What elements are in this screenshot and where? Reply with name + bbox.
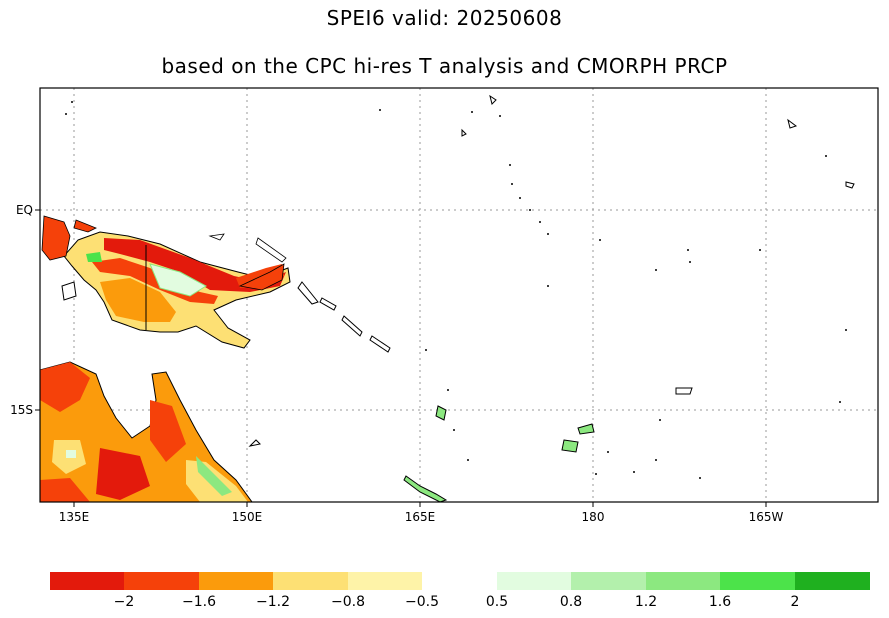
- colorbar-swatch-dry-2: [124, 572, 199, 590]
- colorbar-label: 1.2: [634, 594, 658, 610]
- map-frame: [39, 87, 879, 503]
- colorbar-label: −0.5: [405, 594, 439, 610]
- chart-title: SPEI6 valid: 20250608: [326, 6, 563, 30]
- pacific-islands: [61, 94, 855, 503]
- colorbar-label: 0.5: [485, 594, 509, 610]
- colorbar-label: −1.6: [182, 594, 216, 610]
- colorbar-swatch-dry-4: [273, 572, 348, 590]
- colorbar-swatch-wet-1: [497, 572, 571, 590]
- colorbar-swatch-dry-1: [50, 572, 124, 590]
- lon-tick-135e: 135E: [59, 510, 90, 524]
- new-guinea-region: [41, 215, 291, 349]
- lat-tick-eq: EQ: [16, 203, 33, 217]
- colorbar-swatch-wet-5: [795, 572, 870, 590]
- lon-tick-180: 180: [582, 510, 605, 524]
- colorbar-swatch-dry-5: [348, 572, 422, 590]
- colorbar-label: −0.8: [331, 594, 365, 610]
- colorbar-swatch-dry-3: [199, 572, 273, 590]
- island-dots: [65, 101, 847, 479]
- colorbar-label: −1.2: [256, 594, 290, 610]
- colorbar-swatch-wet-4: [720, 572, 795, 590]
- colorbar-label: −2: [113, 594, 135, 610]
- colorbar-label: 0.8: [559, 594, 583, 610]
- lat-tick-15s: 15S: [10, 403, 33, 417]
- australia-region: [39, 361, 253, 503]
- axis-ticks: [35, 209, 767, 507]
- chart-subtitle: based on the CPC hi-res T analysis and C…: [161, 54, 728, 78]
- colorbar-swatch-wet-2: [571, 572, 646, 590]
- lon-tick-165e: 165E: [405, 510, 436, 524]
- lon-tick-165w: 165W: [749, 510, 784, 524]
- lon-tick-150e: 150E: [232, 510, 263, 524]
- colorbar-swatch-wet-3: [646, 572, 720, 590]
- colorbar-label: 1.6: [708, 594, 732, 610]
- colorbar-label: 2: [790, 594, 800, 610]
